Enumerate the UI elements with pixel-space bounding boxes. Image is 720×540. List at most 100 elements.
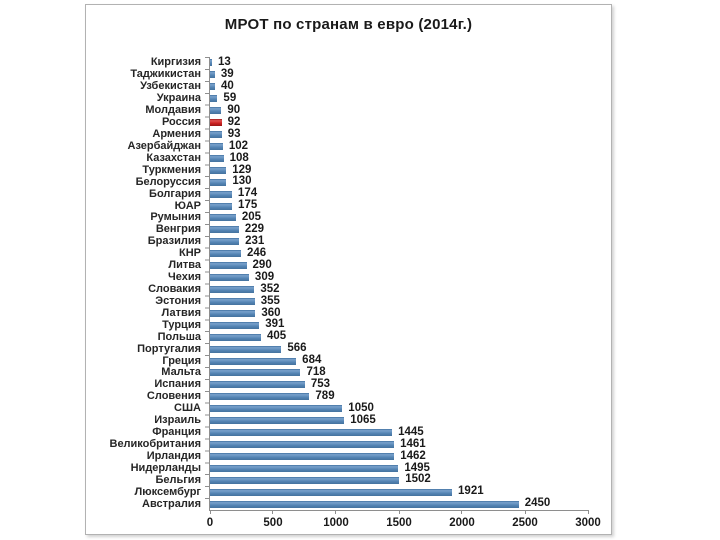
bar[interactable] — [210, 285, 255, 293]
x-axis-label: 0 — [206, 517, 214, 529]
chart-title: МРОТ по странам в евро (2014г.) — [224, 16, 473, 33]
bar[interactable] — [210, 464, 399, 472]
bar-row: Франция 1445 — [152, 426, 588, 439]
x-axis-label: 1000 — [323, 517, 349, 529]
bar[interactable] — [210, 190, 232, 198]
bar[interactable] — [210, 500, 519, 508]
x-axis-tick — [398, 510, 400, 514]
category-label: КНР — [179, 247, 201, 260]
bar[interactable] — [210, 274, 249, 282]
value-label: 231 — [245, 235, 265, 248]
bar-row: ЮАР 175 — [175, 199, 588, 212]
bar[interactable] — [210, 154, 224, 162]
bar-row: Польша 405 — [158, 330, 588, 343]
value-label: 13 — [218, 56, 231, 69]
category-label: Россия — [161, 116, 201, 129]
value-label: 1050 — [348, 401, 374, 414]
bar[interactable] — [210, 71, 215, 79]
x-axis-label: 500 — [263, 517, 283, 529]
value-label: 718 — [306, 366, 326, 379]
bar[interactable] — [210, 107, 222, 115]
bar-row: Чехия 309 — [168, 271, 588, 284]
bar[interactable] — [210, 297, 255, 305]
category-label: Узбекистан — [140, 80, 201, 93]
bar-row: Словакия 352 — [148, 283, 588, 296]
bar-row: Словения 789 — [147, 390, 588, 403]
bar-row: Испания 753 — [154, 378, 588, 391]
bar[interactable] — [210, 345, 282, 353]
bar-row: Бразилия 231 — [148, 235, 588, 248]
bar[interactable] — [210, 178, 227, 186]
bar[interactable] — [210, 440, 395, 448]
bar-row: Казахстан 108 — [146, 152, 588, 164]
bar[interactable] — [210, 214, 236, 222]
bar[interactable] — [210, 452, 395, 460]
bar[interactable] — [210, 250, 241, 258]
bar[interactable] — [210, 488, 453, 496]
bar[interactable] — [210, 429, 393, 437]
value-label: 205 — [241, 211, 262, 224]
chart-object[interactable]: МРОТ по странам в евро (2014г.) Киргизия… — [85, 4, 612, 535]
x-axis-tick — [335, 510, 337, 514]
category-label: ЮАР — [174, 199, 201, 212]
value-label: 59 — [223, 91, 237, 104]
bar[interactable] — [210, 142, 223, 150]
category-label: Бразилия — [147, 235, 201, 248]
value-label: 229 — [244, 223, 265, 236]
bar-row: Ирландия 1462 — [147, 450, 588, 462]
bar[interactable] — [210, 95, 218, 103]
category-label: Эстония — [155, 294, 201, 307]
x-axis-tick — [209, 510, 211, 514]
value-label: 290 — [252, 258, 272, 271]
bar[interactable] — [210, 333, 262, 341]
bar[interactable] — [210, 59, 212, 67]
bar-highlighted[interactable] — [210, 119, 222, 127]
category-label: Нидерланды — [130, 461, 201, 474]
bar-row: Эстония 355 — [155, 294, 588, 307]
x-axis-tick — [272, 510, 274, 514]
bar-row: США 1050 — [174, 401, 588, 415]
value-label: 40 — [221, 80, 234, 93]
bar[interactable] — [210, 130, 222, 138]
value-label: 405 — [267, 330, 287, 343]
category-label: Туркмения — [142, 163, 201, 176]
bar-row: Украина 59 — [157, 91, 588, 105]
value-label: 789 — [315, 390, 335, 403]
bar[interactable] — [210, 309, 256, 317]
bar-row: Молдавия 90 — [145, 104, 588, 117]
bar[interactable] — [210, 357, 297, 365]
category-label: Румыния — [150, 211, 201, 224]
bar[interactable] — [210, 262, 247, 270]
bar-row: Белоруссия 130 — [136, 176, 588, 188]
bar-row: Болгария 174 — [149, 188, 588, 200]
value-label: 175 — [238, 199, 258, 212]
bar-row: Великобритания 1461 — [110, 438, 588, 451]
bar[interactable] — [210, 369, 301, 377]
category-label: Киргизия — [150, 56, 201, 69]
bar[interactable] — [210, 417, 345, 425]
x-axis-label: 1500 — [386, 517, 412, 529]
category-label: Латвия — [161, 306, 201, 319]
value-label: 355 — [260, 294, 280, 307]
value-label: 753 — [310, 378, 331, 391]
bar[interactable] — [210, 393, 310, 401]
bar[interactable] — [210, 226, 239, 234]
category-label: Белоруссия — [135, 175, 201, 188]
bar[interactable] — [210, 405, 343, 413]
bar-row: Таджикистан 39 — [130, 69, 588, 81]
category-label: Бельгия — [155, 473, 201, 486]
bar-row: Туркмения 129 — [142, 164, 588, 176]
value-label: 102 — [228, 139, 249, 152]
bar-row: Израиль 1065 — [154, 414, 588, 427]
bar[interactable] — [210, 238, 240, 246]
bar[interactable] — [210, 202, 233, 210]
bar[interactable] — [210, 321, 260, 329]
bar[interactable] — [210, 381, 305, 389]
bar-row: Армения 93 — [152, 128, 588, 141]
bar[interactable] — [210, 166, 227, 174]
category-label: Венгрия — [155, 223, 201, 236]
bar[interactable] — [210, 83, 216, 91]
bar[interactable] — [210, 476, 400, 484]
category-label: Словения — [146, 390, 201, 403]
value-label: 1495 — [404, 461, 430, 474]
